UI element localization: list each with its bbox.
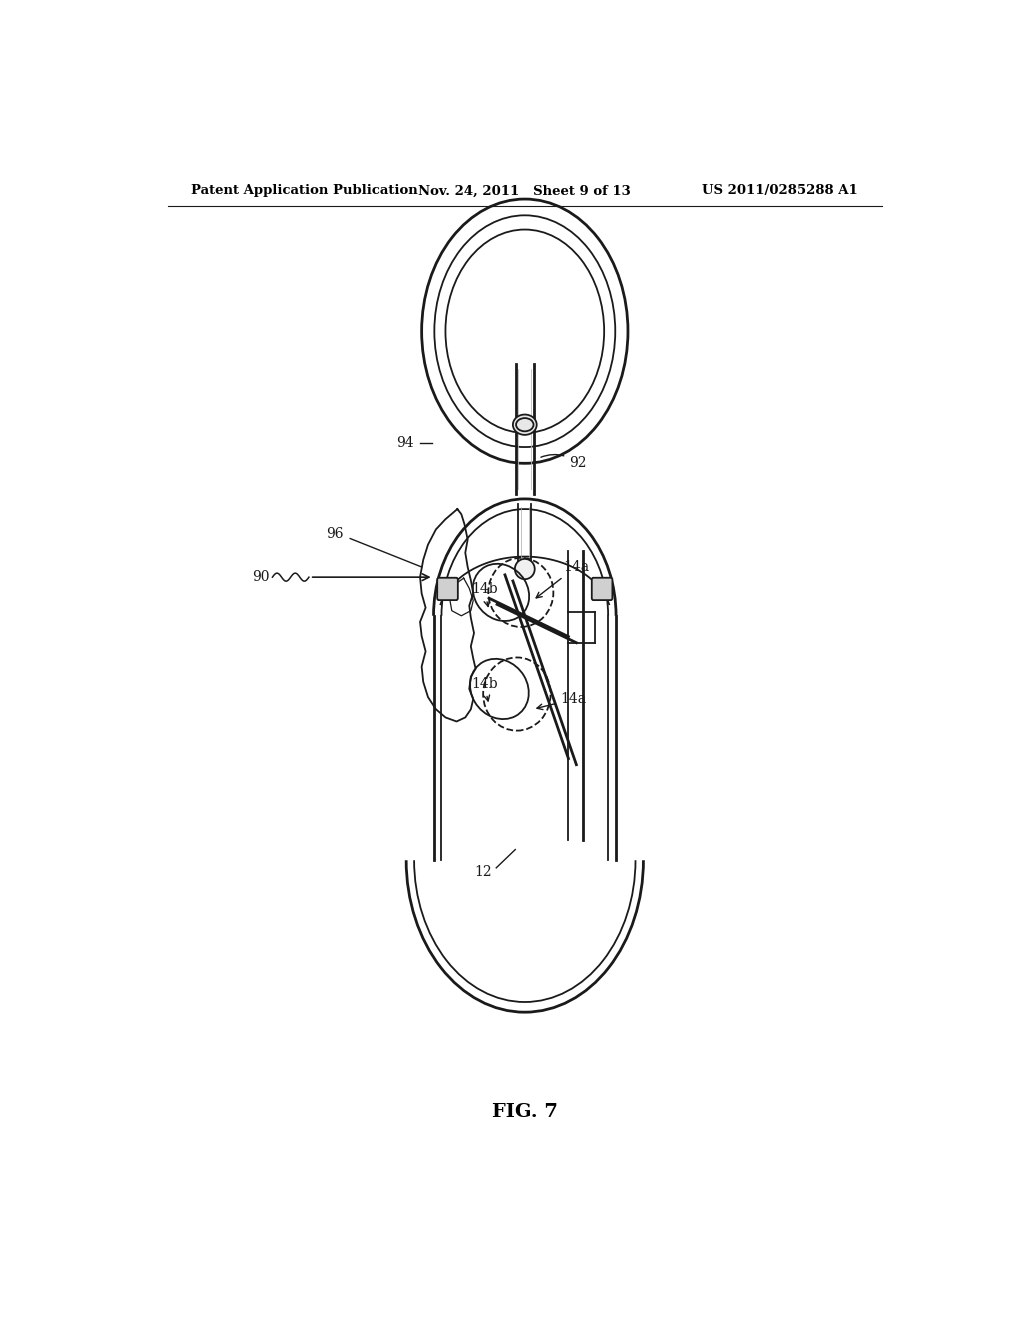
Text: US 2011/0285288 A1: US 2011/0285288 A1 [702, 185, 858, 198]
Text: 14a: 14a [537, 560, 589, 598]
Text: 96: 96 [327, 528, 344, 541]
Text: 14a: 14a [537, 692, 587, 710]
Text: 14b: 14b [471, 677, 498, 701]
Text: 14b: 14b [471, 582, 498, 606]
Ellipse shape [515, 558, 535, 579]
Text: Patent Application Publication: Patent Application Publication [191, 185, 418, 198]
Text: 92: 92 [541, 454, 587, 470]
Ellipse shape [513, 414, 537, 434]
Text: FIG. 7: FIG. 7 [492, 1102, 558, 1121]
Text: Nov. 24, 2011   Sheet 9 of 13: Nov. 24, 2011 Sheet 9 of 13 [419, 185, 631, 198]
FancyBboxPatch shape [437, 578, 458, 601]
Text: 90: 90 [252, 570, 269, 585]
FancyBboxPatch shape [592, 578, 612, 601]
Text: 94: 94 [396, 436, 414, 450]
Text: 12: 12 [474, 865, 492, 879]
